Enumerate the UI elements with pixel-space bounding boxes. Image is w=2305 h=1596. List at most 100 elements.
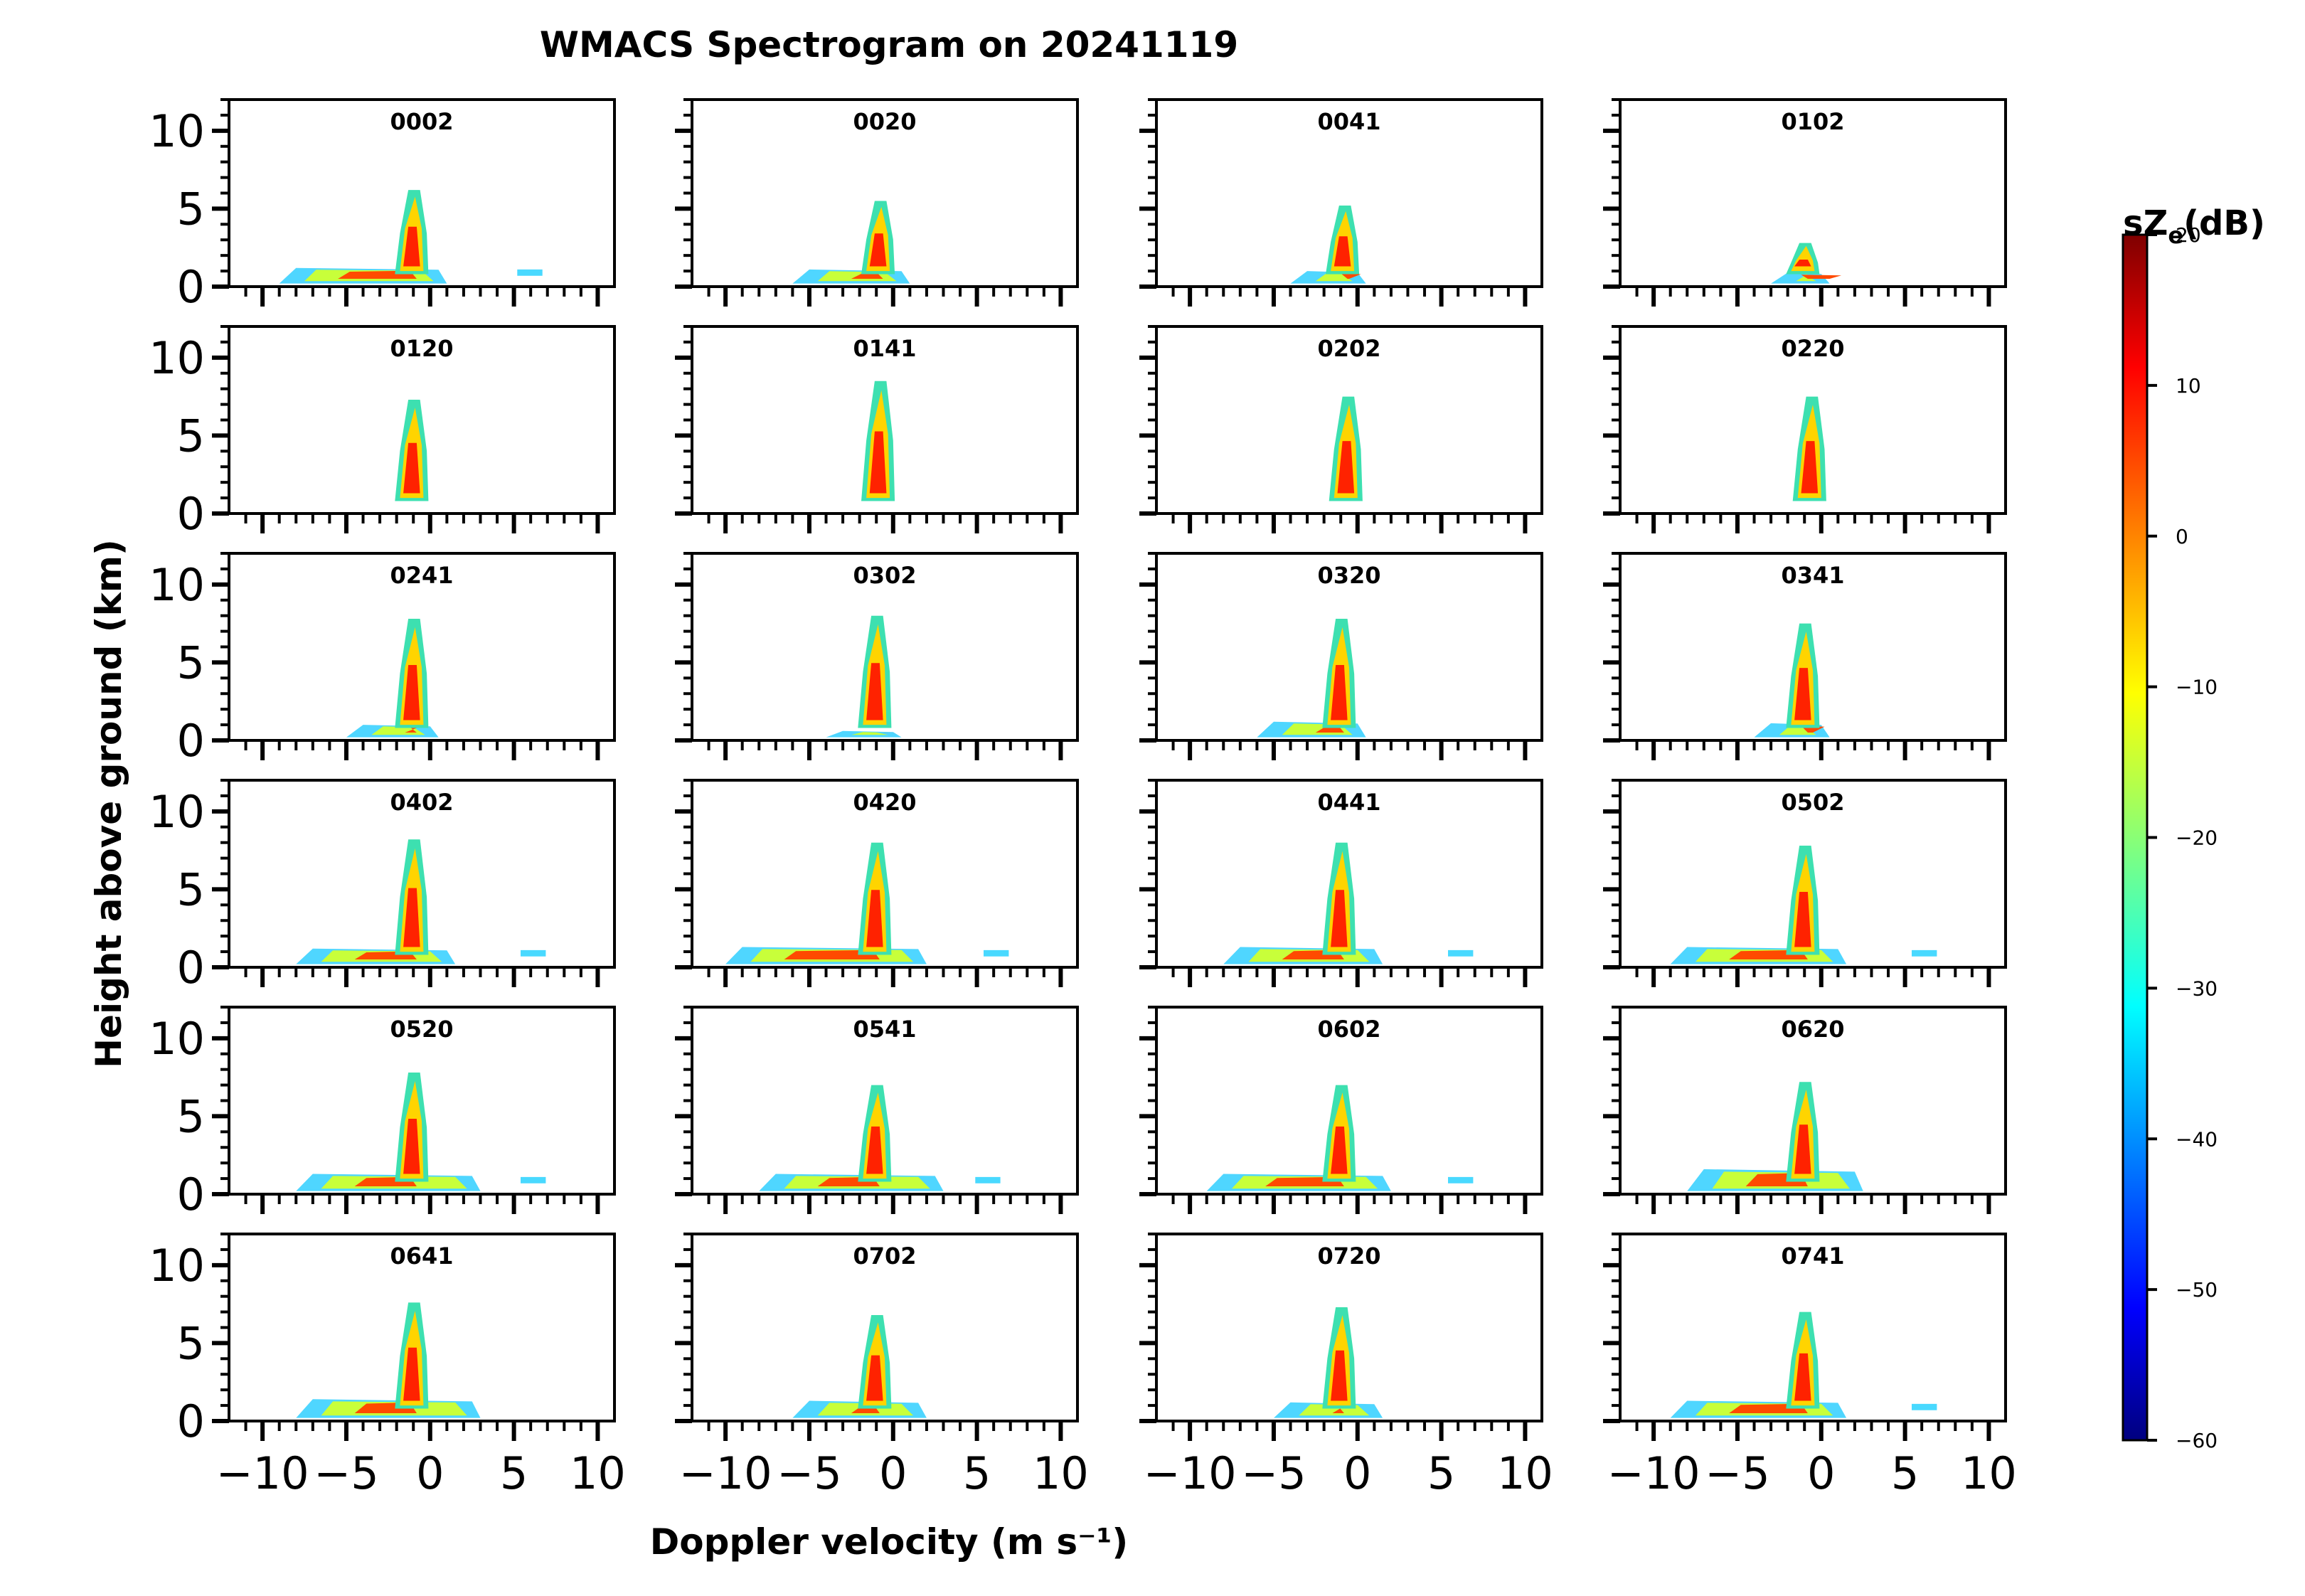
plume-core xyxy=(1794,260,1811,267)
y-tick-label: 10 xyxy=(149,332,205,384)
x-tick-label: 0 xyxy=(416,1447,444,1499)
panel-0041: 0041 xyxy=(1139,98,1543,307)
panel-0302: 0302 xyxy=(675,552,1079,760)
panel-time-label: 0302 xyxy=(853,562,916,589)
panel-time-label: 0620 xyxy=(1781,1016,1844,1043)
plume-core xyxy=(1801,441,1819,494)
colorbar-tick-label: 0 xyxy=(2176,525,2188,548)
panel-0320: 0320 xyxy=(1139,552,1543,760)
spread-mid xyxy=(371,726,425,735)
plume-core xyxy=(403,442,420,494)
plume-core xyxy=(1331,890,1348,947)
panel-time-label: 0220 xyxy=(1781,335,1844,362)
plume-core xyxy=(403,226,420,267)
spread-core xyxy=(1341,273,1361,279)
y-tick-label: 5 xyxy=(177,1317,205,1369)
plume-core xyxy=(403,665,420,720)
spread-core xyxy=(1801,275,1842,279)
y-tick-label: 10 xyxy=(149,559,205,611)
panel-time-label: 0141 xyxy=(853,335,916,362)
panel-time-label: 0241 xyxy=(390,562,453,589)
plume-core xyxy=(1331,1350,1348,1401)
plume-core xyxy=(403,1347,420,1401)
plume-core xyxy=(403,1119,420,1174)
y-tick-label: 0 xyxy=(177,488,205,540)
spread-core xyxy=(405,727,417,733)
panel-time-label: 0341 xyxy=(1781,562,1844,589)
plume-core xyxy=(403,888,420,947)
x-tick-label: 0 xyxy=(1343,1447,1371,1499)
panel-time-label: 0520 xyxy=(390,1016,453,1043)
panel-time-label: 0320 xyxy=(1317,562,1380,589)
colorbar: sZe(dB) 20 10 0 −10 −20 −30 −40 −50 −60 xyxy=(2122,203,2265,1452)
side-echo xyxy=(1912,949,1937,957)
side-echo xyxy=(1912,1403,1937,1410)
panel-time-label: 0502 xyxy=(1781,789,1844,816)
panel-0720: 0720 −10 −5 0 5 10 xyxy=(1139,1233,1553,1499)
x-tick-label: −10 xyxy=(1144,1447,1237,1499)
colorbar-label: sZe(dB) xyxy=(2123,203,2265,249)
panel-time-label: 0041 xyxy=(1317,108,1380,135)
colorbar-tick-label: −10 xyxy=(2176,676,2218,699)
y-tick-label: 5 xyxy=(177,410,205,462)
panel-0641: 0641 0 5 10 −10 −5 0 5 10 xyxy=(149,1233,626,1499)
x-tick-label: −10 xyxy=(679,1447,772,1499)
panel-0141: 0141 xyxy=(675,325,1079,533)
plume-core xyxy=(1794,1124,1811,1174)
x-tick-label: 0 xyxy=(879,1447,907,1499)
panel-time-label: 0602 xyxy=(1317,1016,1380,1043)
plume-core xyxy=(866,1355,883,1401)
plume-core xyxy=(1794,668,1811,720)
y-axis-label: Height above ground (km) xyxy=(88,539,129,1068)
panel-grid: 0002 0 5 10 0020 0041 0102 0120 0 5 10 0141 0202 0220… xyxy=(149,98,2017,1499)
plume-core xyxy=(866,1126,883,1174)
plume-core xyxy=(1331,665,1348,720)
side-echo xyxy=(1448,949,1474,957)
panel-0541: 0541 xyxy=(675,1006,1079,1214)
side-echo xyxy=(521,1176,546,1183)
x-tick-label: −10 xyxy=(1607,1447,1700,1499)
panel-time-label: 0020 xyxy=(853,108,916,135)
x-tick-label: −5 xyxy=(1705,1447,1769,1499)
x-tick-label: 0 xyxy=(1807,1447,1835,1499)
y-tick-label: 10 xyxy=(149,105,205,157)
plume-core xyxy=(866,890,883,947)
panel-time-label: 0002 xyxy=(390,108,453,135)
colorbar-tick-label: 20 xyxy=(2176,223,2201,247)
panel-0702: 0702 −10 −5 0 5 10 xyxy=(675,1233,1089,1499)
y-tick-label: 5 xyxy=(177,183,205,235)
colorbar-tick-label: −60 xyxy=(2176,1429,2218,1452)
side-echo xyxy=(975,1176,1001,1183)
x-tick-label: −5 xyxy=(1241,1447,1306,1499)
side-echo xyxy=(517,269,543,276)
panel-0102: 0102 xyxy=(1603,98,2007,307)
colorbar-gradient xyxy=(2122,233,2149,1442)
plume-core xyxy=(1794,892,1811,947)
panel-time-label: 0441 xyxy=(1317,789,1380,816)
y-tick-label: 5 xyxy=(177,637,205,688)
x-tick-label: 10 xyxy=(1961,1447,2017,1499)
colorbar-tick-label: −30 xyxy=(2176,977,2218,1000)
plume-core xyxy=(869,233,887,267)
plume-core xyxy=(1334,236,1351,267)
panel-time-label: 0741 xyxy=(1781,1243,1844,1270)
panel-time-label: 0541 xyxy=(853,1016,916,1043)
plume-core xyxy=(869,431,887,494)
panel-0502: 0502 xyxy=(1603,779,2007,987)
panel-0002: 0002 0 5 10 xyxy=(149,98,616,313)
y-tick-label: 0 xyxy=(177,1169,205,1220)
panel-time-label: 0641 xyxy=(390,1243,453,1270)
y-tick-label: 0 xyxy=(177,715,205,767)
y-tick-label: 5 xyxy=(177,1090,205,1142)
panel-0602: 0602 xyxy=(1139,1006,1543,1214)
panel-0202: 0202 xyxy=(1139,325,1543,533)
side-echo xyxy=(984,949,1009,957)
x-tick-label: −10 xyxy=(216,1447,309,1499)
y-tick-label: 10 xyxy=(149,786,205,838)
x-tick-label: −5 xyxy=(777,1447,841,1499)
x-tick-label: 5 xyxy=(1427,1447,1455,1499)
figure-title: WMACS Spectrogram on 20241119 xyxy=(540,24,1238,65)
x-tick-label: 10 xyxy=(570,1447,626,1499)
spread-mid xyxy=(851,732,888,735)
